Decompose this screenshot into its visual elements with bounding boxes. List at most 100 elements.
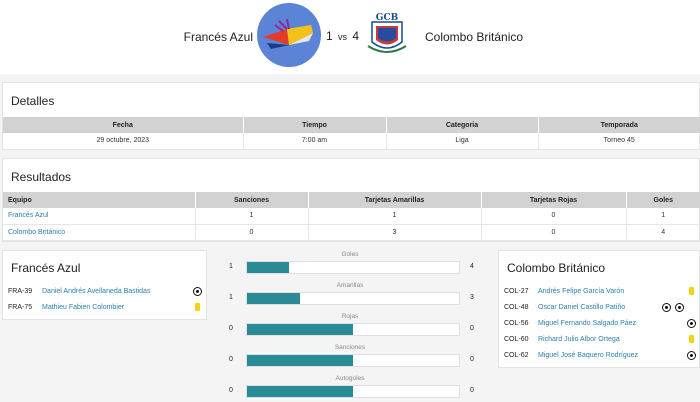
results-goals-cell: 4	[626, 224, 700, 241]
stat-bar	[246, 354, 460, 367]
stat-label: Goles	[341, 251, 359, 258]
list-item: COL-27 Andrés Felipe García Varón	[499, 285, 700, 299]
stat-own-goals: Autogoles 0 0	[215, 374, 485, 402]
team-link[interactable]: Francés Azul	[8, 212, 49, 220]
player-code: FRA-39	[8, 288, 33, 295]
player-name[interactable]: Miguel Fernando Salgado Páez	[538, 320, 637, 327]
match-header: Francés Azul 1 vs 4 GCB Colombo Británic…	[0, 0, 700, 74]
home-team-name[interactable]: Francés Azul	[183, 30, 253, 44]
stat-away-value: 0	[470, 356, 474, 363]
stat-goals: Goles 1 4	[215, 250, 485, 280]
away-score: 4	[352, 29, 360, 43]
away-lineup-panel: Colombo Británico COL-27 Andrés Felipe G…	[498, 250, 700, 368]
goal-icon	[687, 351, 696, 360]
away-lineup-title: Colombo Británico	[507, 261, 606, 275]
goal-icon	[687, 319, 696, 328]
results-table: Equipo Sanciones Tarjetas Amarillas Tarj…	[3, 192, 700, 241]
player-name[interactable]: Mathieu Fabien Colombier	[42, 304, 125, 311]
stat-bar	[246, 292, 460, 305]
goal-icon	[662, 303, 671, 312]
stat-away-value: 4	[470, 263, 474, 270]
yellow-card-icon	[195, 303, 200, 311]
player-name[interactable]: Andrés Felipe García Varón	[538, 288, 625, 295]
stat-label: Amarillas	[336, 282, 364, 289]
stat-yellows: Amarillas 1 3	[215, 281, 485, 311]
list-item: COL-62 Miguel José Baquero Rodríguez	[499, 349, 700, 363]
results-sanctions-cell: 0	[195, 224, 309, 241]
stat-bar	[246, 323, 460, 336]
details-table: Fecha Tiempo Categoria Temporada 29 octu…	[3, 117, 700, 150]
stat-label: Sanciones	[334, 344, 366, 351]
player-name[interactable]: Daniel Andrés Avellaneda Bastidas	[42, 288, 151, 295]
player-name[interactable]: Oscar Daniel Castillo Patiño	[538, 304, 626, 311]
player-name[interactable]: Miguel José Baquero Rodríguez	[538, 352, 639, 359]
results-header-team: Equipo	[3, 192, 196, 208]
stat-bar-fill	[247, 386, 353, 397]
stat-bar-fill	[247, 324, 353, 335]
results-red-cell: 0	[481, 208, 627, 225]
stat-home-value: 0	[229, 387, 233, 394]
results-team-cell: Colombo Británico	[3, 224, 196, 241]
crest-logo-icon: GCB	[367, 13, 407, 53]
results-header-goals: Goles	[626, 192, 700, 208]
svg-text:GCB: GCB	[376, 13, 399, 23]
details-panel: Detalles Fecha Tiempo Categoria Temporad…	[2, 82, 700, 150]
book-logo-icon	[263, 18, 313, 49]
player-code: COL-27	[504, 288, 529, 295]
yellow-card-icon	[689, 335, 694, 343]
stat-home-value: 0	[229, 356, 233, 363]
list-item: COL-56 Miguel Fernando Salgado Páez	[499, 317, 700, 331]
home-score: 1	[326, 29, 333, 43]
home-team-logo[interactable]	[257, 3, 321, 67]
results-header-sanctions: Sanciones	[195, 192, 309, 208]
details-season: Torneo 45	[538, 133, 700, 150]
stat-sanctions: Sanciones 0 0	[215, 343, 485, 373]
details-header-date: Fecha	[3, 117, 244, 133]
stat-bar-fill	[247, 355, 353, 366]
results-panel: Resultados Equipo Sanciones Tarjetas Ama…	[2, 158, 700, 242]
player-code: COL-48	[504, 304, 529, 311]
table-row: Francés Azul 1 1 0 1	[3, 208, 700, 225]
stat-bar-fill	[247, 293, 300, 304]
details-time: 7:00 am	[243, 133, 387, 150]
home-lineup-list: FRA-39 Daniel Andrés Avellaneda Bastidas…	[3, 285, 208, 317]
stat-home-value: 1	[229, 263, 233, 270]
stat-away-value: 0	[470, 325, 474, 332]
stat-bar	[246, 385, 460, 398]
results-title: Resultados	[11, 170, 72, 184]
table-row: Colombo Británico 0 3 0 4	[3, 224, 700, 241]
details-title: Detalles	[11, 94, 55, 108]
away-team-name[interactable]: Colombo Británico	[425, 30, 524, 44]
stat-bar-fill	[247, 262, 290, 273]
home-lineup-title: Francés Azul	[11, 261, 81, 275]
results-header-red: Tarjetas Rojas	[481, 192, 627, 208]
details-header-time: Tiempo	[243, 117, 387, 133]
stat-home-value: 0	[229, 325, 233, 332]
details-header-category: Categoria	[386, 117, 539, 133]
stat-reds: Rojas 0 0	[215, 312, 485, 342]
list-item: COL-48 Oscar Daniel Castillo Patiño	[499, 301, 700, 315]
player-code: FRA-75	[8, 304, 33, 311]
list-item: FRA-75 Mathieu Fabien Colombier	[3, 301, 208, 315]
player-name[interactable]: Richard Julio Albor Ortega	[538, 336, 620, 343]
stat-label: Rojas	[341, 313, 359, 320]
stat-away-value: 0	[470, 387, 474, 394]
list-item: FRA-39 Daniel Andrés Avellaneda Bastidas	[3, 285, 208, 299]
results-yellow-cell: 3	[308, 224, 482, 241]
away-lineup-list: COL-27 Andrés Felipe García Varón COL-48…	[499, 285, 700, 367]
home-lineup-panel: Francés Azul FRA-39 Daniel Andrés Avella…	[2, 250, 207, 320]
results-team-cell: Francés Azul	[3, 208, 196, 225]
player-code: COL-62	[504, 352, 529, 359]
stat-bar	[246, 261, 460, 274]
player-code: COL-56	[504, 320, 529, 327]
stat-away-value: 3	[470, 294, 474, 301]
goal-icon	[675, 303, 684, 312]
details-date: 29 octubre, 2023	[3, 133, 244, 150]
yellow-card-icon	[689, 287, 694, 295]
team-link[interactable]: Colombo Británico	[8, 228, 66, 236]
results-yellow-cell: 1	[308, 208, 482, 225]
vs-label: vs	[338, 32, 348, 42]
away-team-logo[interactable]: GCB	[362, 10, 412, 58]
results-goals-cell: 1	[626, 208, 700, 225]
details-header-season: Temporada	[538, 117, 700, 133]
